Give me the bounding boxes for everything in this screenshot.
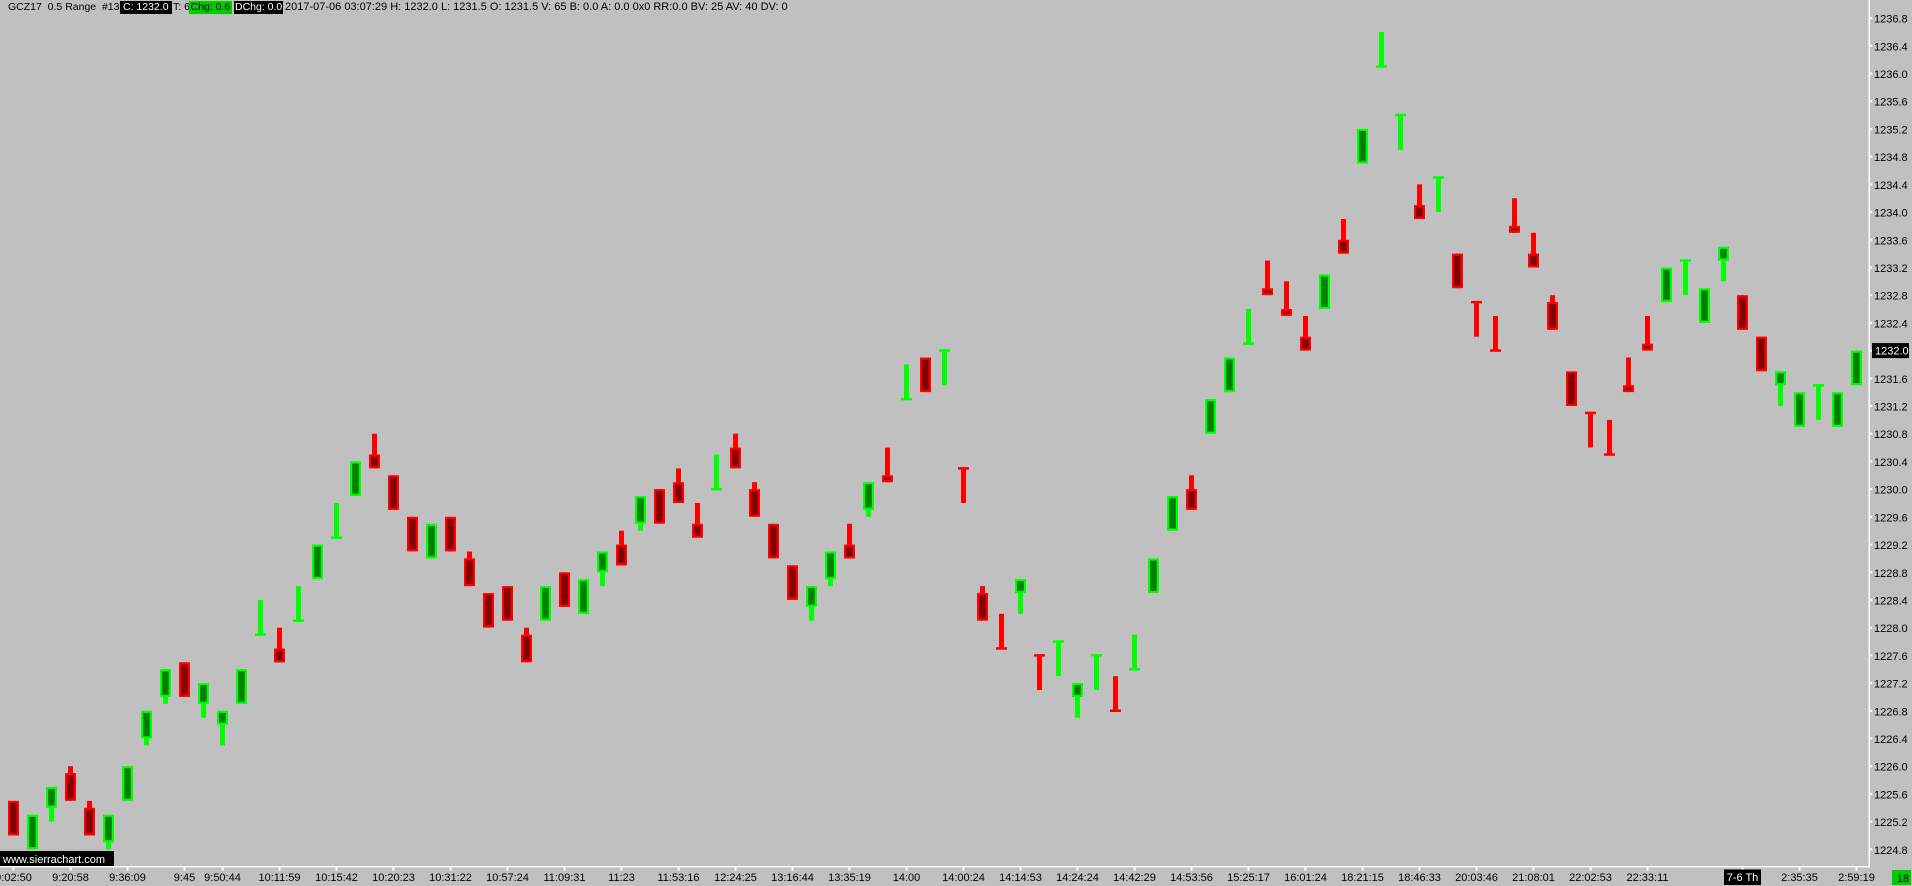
svg-text:13:16:44: 13:16:44 [771, 872, 814, 884]
svg-text:12:24:25: 12:24:25 [714, 872, 757, 884]
svg-text:1234.8: 1234.8 [1874, 152, 1908, 164]
svg-text:20:03:46: 20:03:46 [1455, 872, 1498, 884]
svg-text:1225.6: 1225.6 [1874, 789, 1908, 801]
svg-text:9:36:09: 9:36:09 [109, 872, 146, 884]
svg-text:11:53:16: 11:53:16 [657, 872, 699, 884]
svg-text:18:46:33: 18:46:33 [1398, 872, 1441, 884]
svg-text:14:53:56: 14:53:56 [1170, 872, 1213, 884]
svg-text:14:00:24: 14:00:24 [942, 872, 985, 884]
svg-text:15:25:17: 15:25:17 [1227, 872, 1270, 884]
svg-text:7-6 Th: 7-6 Th [1727, 872, 1759, 884]
svg-text:1228.4: 1228.4 [1874, 596, 1908, 608]
svg-text:1233.2: 1233.2 [1874, 263, 1908, 275]
svg-text:21:08:01: 21:08:01 [1512, 872, 1555, 884]
svg-text:1226.0: 1226.0 [1874, 762, 1908, 774]
svg-text:10:15:42: 10:15:42 [315, 872, 358, 884]
svg-text:18:21:15: 18:21:15 [1341, 872, 1384, 884]
svg-text:14:00: 14:00 [893, 872, 921, 884]
svg-text:10:11:59: 10:11:59 [258, 872, 300, 884]
svg-text:18: 18 [1897, 873, 1909, 885]
svg-text:14:42:29: 14:42:29 [1113, 872, 1156, 884]
svg-text:10:31:22: 10:31:22 [429, 872, 472, 884]
svg-text:1236.0: 1236.0 [1874, 69, 1908, 81]
svg-text:16:01:24: 16:01:24 [1284, 872, 1327, 884]
svg-text:10:57:24: 10:57:24 [486, 872, 529, 884]
svg-text:1225.2: 1225.2 [1874, 817, 1908, 829]
svg-text:1224.8: 1224.8 [1874, 845, 1908, 857]
svg-text:1235.6: 1235.6 [1874, 97, 1908, 109]
svg-text:2:35:35: 2:35:35 [1781, 872, 1818, 884]
svg-text:1230.0: 1230.0 [1874, 485, 1908, 497]
svg-text:9:20:58: 9:20:58 [52, 872, 89, 884]
svg-text:14:14:53: 14:14:53 [999, 872, 1042, 884]
svg-text:14:24:24: 14:24:24 [1056, 872, 1099, 884]
svg-text:1231.2: 1231.2 [1874, 402, 1908, 414]
svg-text:1232.4: 1232.4 [1874, 318, 1908, 330]
svg-text:22:02:53: 22:02:53 [1569, 872, 1612, 884]
svg-text:1233.6: 1233.6 [1874, 235, 1908, 247]
svg-text:9:45: 9:45 [174, 872, 195, 884]
svg-text:10:20:23: 10:20:23 [372, 872, 415, 884]
svg-text:1230.4: 1230.4 [1874, 457, 1908, 469]
svg-text:2:59:19: 2:59:19 [1838, 872, 1875, 884]
svg-text:11:09:31: 11:09:31 [543, 872, 585, 884]
svg-text:1228.8: 1228.8 [1874, 568, 1908, 580]
svg-text:1231.6: 1231.6 [1874, 374, 1908, 386]
svg-text:9:50:44: 9:50:44 [204, 872, 241, 884]
svg-text:1236.8: 1236.8 [1874, 14, 1908, 26]
svg-text:1234.0: 1234.0 [1874, 208, 1908, 220]
svg-text:1228.0: 1228.0 [1874, 623, 1908, 635]
svg-text:1230.8: 1230.8 [1874, 429, 1908, 441]
svg-text:www.sierrachart.com: www.sierrachart.com [2, 854, 105, 866]
svg-text:9:02:50: 9:02:50 [0, 872, 32, 884]
svg-text:1227.2: 1227.2 [1874, 679, 1908, 691]
svg-text:22:33:11: 22:33:11 [1626, 872, 1668, 884]
svg-text:1232.8: 1232.8 [1874, 291, 1908, 303]
svg-text:1226.8: 1226.8 [1874, 706, 1908, 718]
svg-text:1229.6: 1229.6 [1874, 512, 1908, 524]
svg-text:1226.4: 1226.4 [1874, 734, 1908, 746]
svg-text:1234.4: 1234.4 [1874, 180, 1908, 192]
svg-text:1232.0: 1232.0 [1875, 346, 1909, 358]
svg-text:1227.6: 1227.6 [1874, 651, 1908, 663]
svg-text:13:35:19: 13:35:19 [828, 872, 871, 884]
svg-text:1236.4: 1236.4 [1874, 41, 1908, 53]
svg-text:1235.2: 1235.2 [1874, 124, 1908, 136]
svg-text:1229.2: 1229.2 [1874, 540, 1908, 552]
svg-text:11:23: 11:23 [608, 872, 635, 884]
